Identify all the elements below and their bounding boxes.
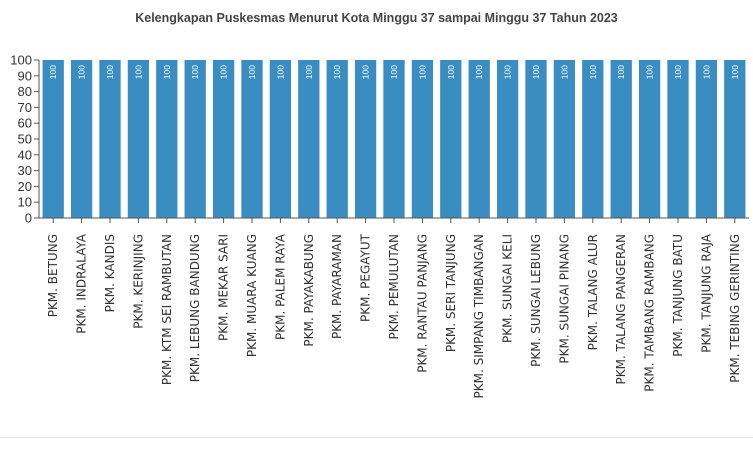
data-label: 100	[219, 65, 229, 79]
bar[interactable]	[468, 60, 490, 218]
data-label: 100	[673, 65, 683, 79]
bar[interactable]	[156, 60, 178, 218]
x-tick-label: PKM. SUNGAI LEBUNG	[529, 234, 543, 367]
x-tick-label: PKM. LEBUNG BANDUNG	[188, 234, 202, 382]
y-tick-label: 40	[18, 147, 32, 162]
chart-title: Kelengkapan Puskesmas Menurut Kota Mingg…	[135, 11, 618, 25]
bar[interactable]	[269, 60, 292, 218]
x-tick-label: PKM. TALANG PANGERAN	[614, 234, 628, 385]
bar[interactable]	[99, 60, 121, 218]
x-tick-label: PKM. INDRALAYA	[75, 233, 89, 334]
data-label: 100	[474, 65, 484, 79]
bottom-divider	[0, 437, 753, 438]
bar[interactable]	[326, 60, 348, 218]
x-axis: PKM. BETUNG PKM. INDRALAYA PKM. KANDIS PKM.…	[39, 217, 749, 399]
data-label: 100	[361, 65, 371, 79]
x-tick-label: PKM. TANJUNG BATU	[671, 234, 685, 357]
data-label: 100	[247, 65, 257, 79]
data-label: 100	[133, 65, 143, 79]
y-tick-label: 90	[18, 68, 32, 83]
bar[interactable]	[724, 60, 746, 218]
y-tick-label: 30	[18, 163, 32, 178]
x-tick-label: PKM. TEBING GERINTING	[728, 234, 742, 383]
x-tick-label: PKM. MUARA KUANG	[245, 234, 259, 357]
x-tick-label: PKM. BETUNG	[46, 234, 60, 317]
x-tick-label: PKM. SUNGAI PINANG	[557, 234, 571, 364]
bar[interactable]	[610, 60, 632, 218]
x-tick-label: PKM. SERI TANJUNG	[444, 234, 458, 352]
bar[interactable]	[582, 60, 604, 218]
bar[interactable]	[638, 60, 661, 218]
x-tick-label: PKM. PALEM RAYA	[273, 233, 287, 340]
x-tick-label: PKM. MEKAR SARI	[217, 234, 231, 341]
bar[interactable]	[354, 60, 377, 218]
data-label: 100	[559, 65, 569, 79]
data-label: 100	[190, 65, 200, 79]
data-label: 100	[332, 65, 342, 79]
data-label: 100	[588, 65, 598, 79]
bar[interactable]	[411, 60, 434, 218]
x-tick-label: PKM. RANTAU PANJANG	[415, 234, 429, 373]
data-label: 100	[48, 65, 58, 79]
data-label: 100	[162, 65, 172, 79]
data-label: 100	[446, 65, 456, 79]
x-tick-label: PKM. TANJUNG RAJA	[699, 233, 713, 352]
x-tick-label: PKM. PAYAKABUNG	[302, 234, 316, 347]
data-labels: 100 100 100 100 100 100 100 100 100 100 100 100 100 1…	[48, 65, 740, 79]
bar[interactable]	[184, 60, 206, 218]
bar[interactable]	[695, 60, 718, 218]
y-tick-label: 20	[18, 179, 32, 194]
x-tick-label: PKM. PEMULUTAN	[387, 234, 401, 340]
bar[interactable]	[383, 60, 405, 218]
y-tick-label: 0	[25, 211, 32, 226]
data-label: 100	[105, 65, 115, 79]
x-tick-label: PKM. KERINJING	[131, 234, 145, 329]
x-tick-label: PKM. TALANG ALUR	[586, 234, 600, 350]
data-label: 100	[77, 65, 87, 79]
data-label: 100	[645, 65, 655, 79]
x-tick-label: PKM. PEGAYUT	[359, 233, 373, 322]
bar[interactable]	[496, 60, 519, 218]
y-tick-label: 80	[18, 84, 32, 99]
x-tick-label: PKM. KANDIS	[103, 234, 117, 312]
y-tick-label: 70	[18, 100, 32, 115]
data-label: 100	[275, 65, 285, 79]
data-label: 100	[531, 65, 541, 79]
x-tick-label: PKM. KTM SEI RAMBUTAN	[160, 234, 174, 385]
bar[interactable]	[525, 60, 547, 218]
bar[interactable]	[667, 60, 689, 218]
y-tick-label: 10	[18, 195, 32, 210]
bar[interactable]	[42, 60, 64, 218]
x-tick-label: PKM. PAYARAMAN	[330, 234, 344, 339]
data-label: 100	[389, 65, 399, 79]
x-tick-label: PKM. SUNGAI KELI	[501, 234, 515, 343]
x-tick-label: PKM. SIMPANG TIMBANGAN	[472, 234, 486, 399]
data-label: 100	[503, 65, 513, 79]
bar[interactable]	[127, 60, 150, 218]
bar[interactable]	[212, 60, 235, 218]
bar[interactable]	[553, 60, 576, 218]
bar[interactable]	[298, 60, 320, 218]
data-label: 100	[730, 65, 740, 79]
data-label: 100	[701, 65, 711, 79]
data-label: 100	[616, 65, 626, 79]
y-tick-label: 50	[18, 132, 32, 147]
data-label: 100	[304, 65, 314, 79]
bars	[42, 60, 746, 218]
y-tick-label: 60	[18, 116, 32, 131]
bar[interactable]	[440, 60, 462, 218]
bar[interactable]	[70, 60, 93, 218]
x-tick-label: PKM. TAMBANG RAMBANG	[643, 234, 657, 392]
data-label: 100	[417, 65, 427, 79]
bar[interactable]	[241, 60, 263, 218]
y-tick-label: 100	[10, 53, 32, 68]
